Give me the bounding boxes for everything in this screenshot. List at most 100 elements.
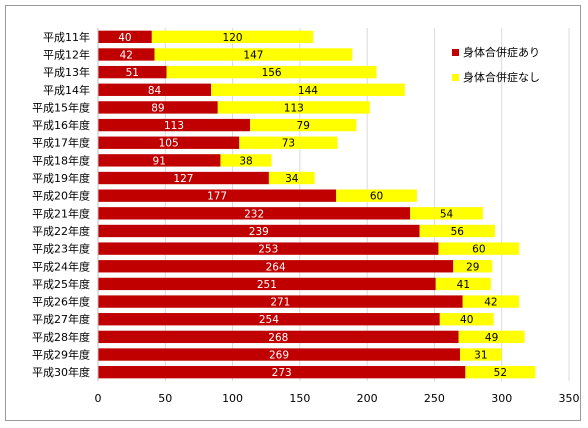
category-label: 平成13年	[43, 65, 90, 79]
axis-layer: 0 50 100 150 200 250 300 350 平成11年平成12年平成13年平成14…	[32, 28, 580, 405]
category-label: 平成21年度	[32, 206, 90, 220]
bar-segment-without-complication	[151, 30, 314, 44]
data-label: 40	[460, 314, 473, 326]
bar-segment-with-complication	[98, 30, 152, 44]
data-label: 34	[285, 173, 299, 185]
legend-swatch	[452, 74, 459, 81]
category-label: 平成16年度	[32, 118, 90, 132]
data-label: 253	[258, 244, 278, 256]
bar-segment-with-complication	[98, 83, 212, 96]
data-label: 29	[466, 261, 479, 273]
x-tick-label: 50	[158, 392, 172, 405]
bar-layer	[98, 30, 536, 379]
x-tick-label: 200	[357, 392, 378, 405]
bar-segment-without-complication	[268, 171, 315, 185]
x-tick-label: 250	[424, 392, 445, 405]
category-label: 平成30年度	[32, 365, 90, 379]
data-label: 239	[249, 226, 269, 238]
x-tick-label: 0	[95, 392, 102, 405]
category-label: 平成18年度	[32, 153, 90, 167]
data-label: 251	[257, 279, 277, 291]
bar-segment-with-complication	[98, 260, 454, 273]
category-label: 平成14年	[43, 83, 90, 97]
data-label: 73	[282, 138, 295, 150]
category-label: 平成11年	[43, 30, 90, 44]
bar-segment-without-complication	[438, 242, 520, 255]
data-label: 127	[173, 173, 193, 185]
bar-segment-with-complication	[98, 65, 167, 79]
bar-segment-with-complication	[98, 207, 411, 220]
bar-segment-with-complication	[98, 365, 466, 379]
x-tick-label: 150	[289, 392, 310, 405]
bar-segment-without-complication	[154, 48, 353, 61]
data-label: 147	[243, 49, 263, 61]
legend-label: 身体合併症あり	[463, 45, 540, 59]
x-tick-label: 100	[222, 392, 243, 405]
data-label: 51	[126, 67, 139, 79]
bar-segment-without-complication	[211, 83, 405, 96]
data-label: 49	[485, 332, 498, 344]
data-label: 84	[148, 85, 162, 97]
data-label: 264	[266, 261, 286, 273]
data-label: 89	[151, 102, 164, 114]
data-label: 144	[298, 85, 318, 97]
data-label: 232	[244, 208, 264, 220]
category-label: 平成26年度	[32, 295, 90, 309]
data-label: 268	[268, 332, 288, 344]
category-label: 平成23年度	[32, 242, 90, 256]
bar-segment-with-complication	[98, 330, 459, 344]
data-label: 54	[440, 208, 454, 220]
bar-segment-without-complication	[458, 330, 525, 344]
bar-segment-without-complication	[453, 260, 493, 273]
category-label: 平成17年度	[32, 136, 90, 150]
category-label: 平成12年	[43, 47, 90, 61]
bar-segment-without-complication	[166, 65, 377, 79]
bar-segment-with-complication	[98, 313, 440, 326]
bar-segment-without-complication	[410, 207, 483, 220]
bar-segment-with-complication	[98, 348, 460, 361]
data-label: 79	[297, 120, 310, 132]
bar-segment-with-complication	[98, 224, 420, 238]
data-label: 269	[269, 350, 289, 362]
data-label: 273	[272, 367, 292, 379]
data-label: 42	[120, 49, 133, 61]
category-label: 平成20年度	[32, 189, 90, 203]
data-label: 56	[451, 226, 465, 238]
bar-segment-with-complication	[98, 101, 218, 114]
category-label: 平成25年度	[32, 277, 90, 291]
bar-segment-without-complication	[250, 118, 357, 132]
bar-segment-without-complication	[239, 136, 338, 149]
bar-segment-without-complication	[462, 295, 520, 308]
data-label: 60	[370, 191, 383, 203]
data-label: 113	[164, 120, 184, 132]
bar-segment-with-complication	[98, 242, 439, 255]
category-label: 平成29年度	[32, 348, 90, 362]
data-label: 41	[457, 279, 470, 291]
bar-segment-with-complication	[98, 118, 251, 132]
bar-segment-without-complication	[419, 224, 495, 238]
legend-swatch	[452, 49, 459, 56]
bar-segment-with-complication	[98, 171, 269, 185]
data-label: 271	[270, 297, 290, 309]
data-label: 254	[259, 314, 279, 326]
bar-segment-with-complication	[98, 295, 463, 308]
bar-segment-with-complication	[98, 189, 337, 202]
bar-segment-with-complication	[98, 136, 240, 149]
legend-label: 身体合併症なし	[463, 70, 540, 84]
data-label: 40	[118, 32, 131, 44]
x-tick-label: 300	[491, 392, 512, 405]
x-tick-label: 350	[559, 392, 580, 405]
data-label: 60	[472, 244, 485, 256]
category-label: 平成19年度	[32, 171, 90, 185]
data-label: 113	[284, 102, 304, 114]
category-label: 平成27年度	[32, 312, 90, 326]
category-label: 平成24年度	[32, 259, 90, 273]
data-label: 156	[262, 67, 282, 79]
bar-segment-with-complication	[98, 154, 221, 167]
bar-segment-with-complication	[98, 48, 155, 61]
bar-segment-without-complication	[465, 365, 536, 379]
data-label: 31	[474, 350, 487, 362]
data-label: 105	[159, 138, 179, 150]
bar-segment-without-complication	[217, 101, 370, 114]
